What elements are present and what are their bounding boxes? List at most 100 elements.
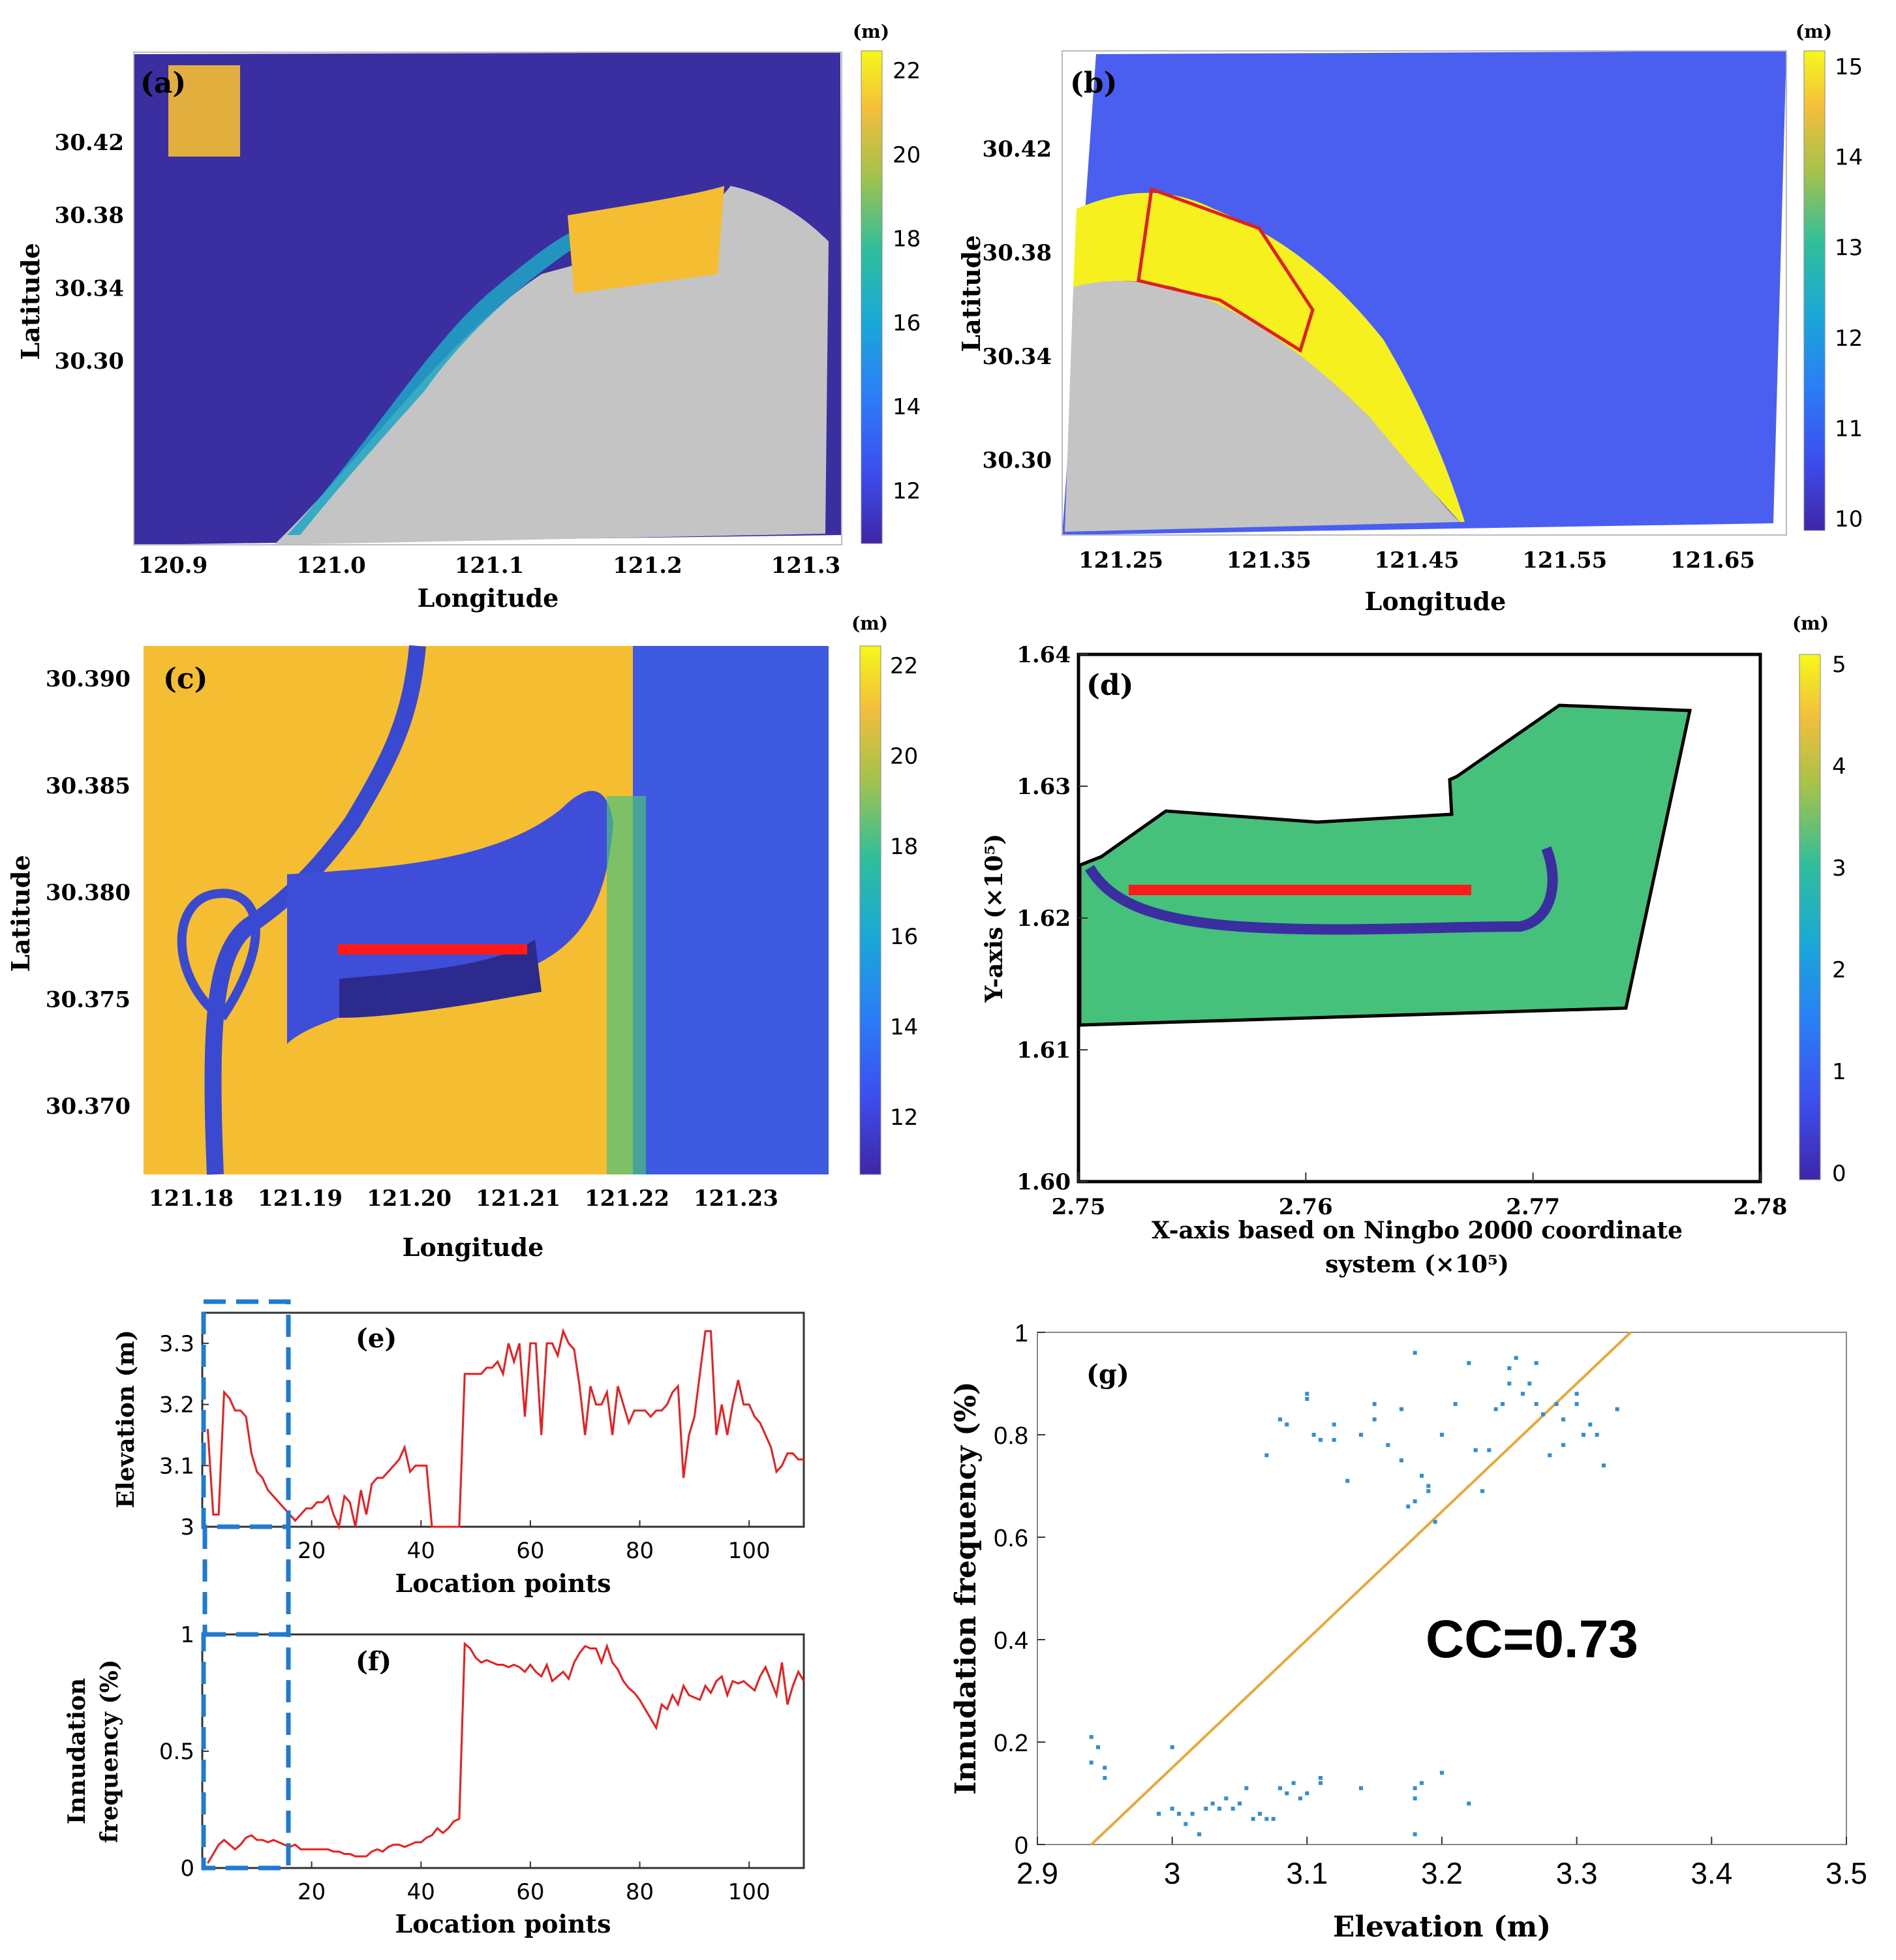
panel-a-coast-band <box>287 228 581 535</box>
scatter-point <box>1413 1786 1417 1790</box>
scatter-point <box>1319 1437 1323 1442</box>
x-tick-label: 121.21 <box>476 1186 560 1212</box>
scatter-point <box>1372 1417 1377 1422</box>
x-tick-label: 121.0 <box>296 553 365 579</box>
colorbar-tick-label: 2 <box>1832 957 1846 983</box>
panel-e: (e) Elevation (m) Location points 20 40 60… <box>112 1311 805 1598</box>
scatter-point <box>1467 1801 1471 1806</box>
scatter-point <box>1426 1484 1431 1488</box>
panel-d-xlabel-line1: X-axis based on Ningbo 2000 coordinate <box>1152 1217 1683 1244</box>
scatter-point <box>1406 1504 1411 1508</box>
panel-g-points <box>1089 1351 1619 1837</box>
y-tick-label: 0.5 <box>159 1739 194 1765</box>
panel-c-yticks: 30.390 30.385 30.380 30.375 30.370 <box>46 666 130 1120</box>
panel-b-xticks: 121.25 121.35 121.45 121.55 121.65 <box>1078 547 1755 574</box>
scatter-point <box>1332 1422 1336 1427</box>
y-tick-label: 0 <box>1015 1832 1028 1860</box>
panel-d-colorbar-unit: (m) <box>1792 613 1829 634</box>
panel-d-ylabel: Y-axis (×10⁵) <box>981 834 1008 1003</box>
panel-c-reclaimed <box>633 646 829 1174</box>
panel-d-colorbar-ticks: 5 4 3 2 1 0 <box>1832 652 1846 1187</box>
scatter-point <box>1413 1832 1417 1837</box>
scatter-point <box>1204 1807 1208 1811</box>
colorbar-tick-label: 20 <box>893 142 921 168</box>
scatter-point <box>1413 1499 1417 1504</box>
y-tick-label: 1.62 <box>1017 906 1071 932</box>
panel-d-low-channel <box>1085 846 1558 935</box>
panel-a-xticks: 120.9 121.0 121.1 121.2 121.3 <box>138 553 840 579</box>
y-tick-label: 1.63 <box>1017 774 1071 800</box>
y-tick-label: 0 <box>180 1856 194 1882</box>
scatter-point <box>1527 1381 1532 1386</box>
panel-e-elevation-line <box>206 1328 804 1531</box>
x-tick-label: 100 <box>728 1538 771 1564</box>
scatter-point <box>1170 1807 1174 1811</box>
panel-b-colorbar-unit: (m) <box>1796 21 1832 42</box>
panel-e-label: (e) <box>356 1323 397 1354</box>
scatter-point <box>1534 1361 1538 1366</box>
scatter-point <box>1278 1786 1282 1790</box>
x-tick-label: 2.78 <box>1734 1194 1788 1220</box>
scatter-point <box>1574 1401 1579 1406</box>
x-tick-label: 121.23 <box>694 1186 778 1212</box>
panel-b: (b) Latitude Longitude 121.25 121.35 121.4… <box>956 21 1863 616</box>
x-tick-label: 3.1 <box>1286 1856 1328 1890</box>
x-tick-label: 3.2 <box>1421 1856 1463 1890</box>
scatter-point <box>1231 1807 1235 1811</box>
scatter-point <box>1507 1381 1512 1386</box>
scatter-point <box>1501 1401 1505 1406</box>
x-tick-label: 2.75 <box>1052 1194 1106 1220</box>
y-tick-label: 0.8 <box>994 1422 1028 1450</box>
scatter-point <box>1554 1401 1559 1406</box>
panel-d-study-area <box>1078 703 1692 1027</box>
panel-e-xlabel: Location points <box>395 1569 611 1598</box>
scatter-point <box>1541 1412 1545 1416</box>
scatter-point <box>1561 1443 1565 1447</box>
highlight-box-f <box>201 1632 291 1871</box>
scatter-point <box>1251 1816 1255 1821</box>
scatter-point <box>1487 1448 1491 1452</box>
x-tick-label: 3 <box>1164 1856 1181 1890</box>
y-tick-label: 1.64 <box>1017 642 1071 668</box>
scatter-point <box>1224 1796 1229 1801</box>
panel-g-annotation: CC=0.73 <box>1426 1610 1638 1669</box>
y-tick-label: 1 <box>180 1622 194 1648</box>
scatter-point <box>1420 1473 1424 1478</box>
x-tick-label: 121.3 <box>771 553 840 579</box>
panel-a: (a) Latitude Longitude 120.9 121.0 121.1 12… <box>16 21 921 613</box>
panel-b-land <box>1065 281 1460 532</box>
panel-f-label: (f) <box>356 1646 391 1677</box>
colorbar-tick-label: 22 <box>890 653 918 679</box>
y-tick-label: 0.6 <box>994 1525 1028 1552</box>
scatter-point <box>1521 1392 1525 1396</box>
x-tick-label: 2.76 <box>1279 1194 1333 1220</box>
panel-g-fit-line <box>1090 1331 1632 1846</box>
panel-e-xticks: 20 40 60 80 100 <box>298 1520 771 1564</box>
scatter-point <box>1386 1443 1390 1447</box>
x-tick-label: 2.77 <box>1506 1194 1560 1220</box>
panel-c-ylabel: Latitude <box>6 855 35 972</box>
panel-b-ylabel: Latitude <box>956 235 986 352</box>
scatter-point <box>1244 1786 1249 1790</box>
x-tick-label: 40 <box>407 1879 435 1905</box>
panel-d-label: (d) <box>1086 669 1133 702</box>
x-tick-label: 20 <box>298 1538 326 1564</box>
x-tick-label: 80 <box>626 1879 654 1905</box>
panel-b-yticks: 30.42 30.38 30.34 30.30 <box>983 136 1052 474</box>
scatter-point <box>1453 1401 1458 1406</box>
panel-f-yticks: 10.50 <box>159 1622 209 1882</box>
scatter-point <box>1096 1745 1100 1749</box>
panel-d-yticks: 1.64 1.63 1.62 1.61 1.60 <box>1017 642 1088 1195</box>
colorbar-tick-label: 15 <box>1835 54 1863 80</box>
panel-g-yticks: 1 0.8 0.6 0.4 0.2 0 <box>994 1320 1045 1860</box>
x-tick-label: 121.45 <box>1374 547 1459 574</box>
scatter-point <box>1238 1801 1242 1806</box>
panel-c-colorbar-unit: (m) <box>851 613 888 634</box>
scatter-point <box>1271 1816 1276 1821</box>
panel-a-tidal-flat <box>568 186 724 294</box>
scatter-point <box>1426 1489 1431 1493</box>
panel-c-xlabel: Longitude <box>403 1233 544 1262</box>
x-tick-label: 3.4 <box>1690 1856 1732 1890</box>
x-tick-label: 121.65 <box>1670 547 1755 574</box>
scatter-point <box>1372 1401 1377 1406</box>
